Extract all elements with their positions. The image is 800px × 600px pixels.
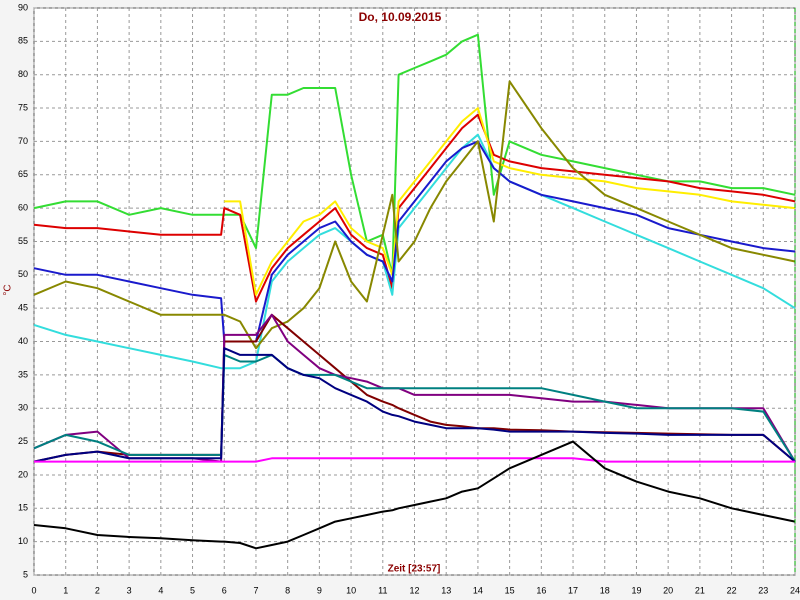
y-tick-label: 85 xyxy=(18,36,28,46)
y-tick-label: 35 xyxy=(18,369,28,379)
y-tick-label: 90 xyxy=(18,2,28,12)
y-tick-label: 60 xyxy=(18,202,28,212)
x-tick-label: 15 xyxy=(505,585,515,595)
x-tick-label: 19 xyxy=(631,585,641,595)
x-tick-label: 17 xyxy=(568,585,578,595)
x-tick-label: 12 xyxy=(409,585,419,595)
x-tick-label: 0 xyxy=(31,585,36,595)
series-line xyxy=(33,140,796,343)
x-tick-label: 7 xyxy=(253,585,258,595)
y-tick-label: 80 xyxy=(18,69,28,79)
x-tick-label: 10 xyxy=(346,585,356,595)
x-tick-label: 18 xyxy=(600,585,610,595)
y-tick-label: 50 xyxy=(18,269,28,279)
y-tick-label: 75 xyxy=(18,102,28,112)
series-line xyxy=(33,440,796,550)
x-tick-label: 6 xyxy=(222,585,227,595)
x-tick-label: 24 xyxy=(790,585,800,595)
x-tick-label: 1 xyxy=(63,585,68,595)
y-tick-label: 65 xyxy=(18,169,28,179)
y-tick-label: 40 xyxy=(18,336,28,346)
series-line xyxy=(33,33,796,276)
x-tick-label: 23 xyxy=(758,585,768,595)
y-axis-label: °C xyxy=(3,284,14,295)
chart-title: Do, 10.09.2015 xyxy=(359,10,442,24)
series-line xyxy=(33,347,796,463)
x-tick-label: 22 xyxy=(727,585,737,595)
series-line xyxy=(33,353,796,463)
x-tick-label: 14 xyxy=(473,585,483,595)
series-line xyxy=(33,133,796,370)
series-line xyxy=(34,457,795,463)
lines xyxy=(33,33,796,550)
x-axis-label: Zeit [23:57] xyxy=(388,564,441,575)
x-tick-label: 8 xyxy=(285,585,290,595)
series-line xyxy=(33,80,796,350)
y-tick-label: 20 xyxy=(18,469,28,479)
y-tick-label: 10 xyxy=(18,536,28,546)
y-tick-label: 45 xyxy=(18,303,28,313)
x-tick-label: 5 xyxy=(190,585,195,595)
y-tick-label: 70 xyxy=(18,136,28,146)
y-tick-label: 15 xyxy=(18,503,28,513)
y-tick-label: 55 xyxy=(18,236,28,246)
y-tick-label: 30 xyxy=(18,403,28,413)
x-tick-label: 3 xyxy=(127,585,132,595)
series-line xyxy=(224,107,796,296)
x-tick-label: 9 xyxy=(317,585,322,595)
x-tick-label: 21 xyxy=(695,585,705,595)
x-tick-label: 16 xyxy=(536,585,546,595)
x-tick-label: 20 xyxy=(663,585,673,595)
y-tick-label: 5 xyxy=(23,569,28,579)
x-tick-label: 13 xyxy=(441,585,451,595)
y-tick-label: 25 xyxy=(18,436,28,446)
x-tick-label: 11 xyxy=(378,585,387,595)
x-tick-label: 4 xyxy=(158,585,163,595)
x-tick-label: 2 xyxy=(95,585,100,595)
